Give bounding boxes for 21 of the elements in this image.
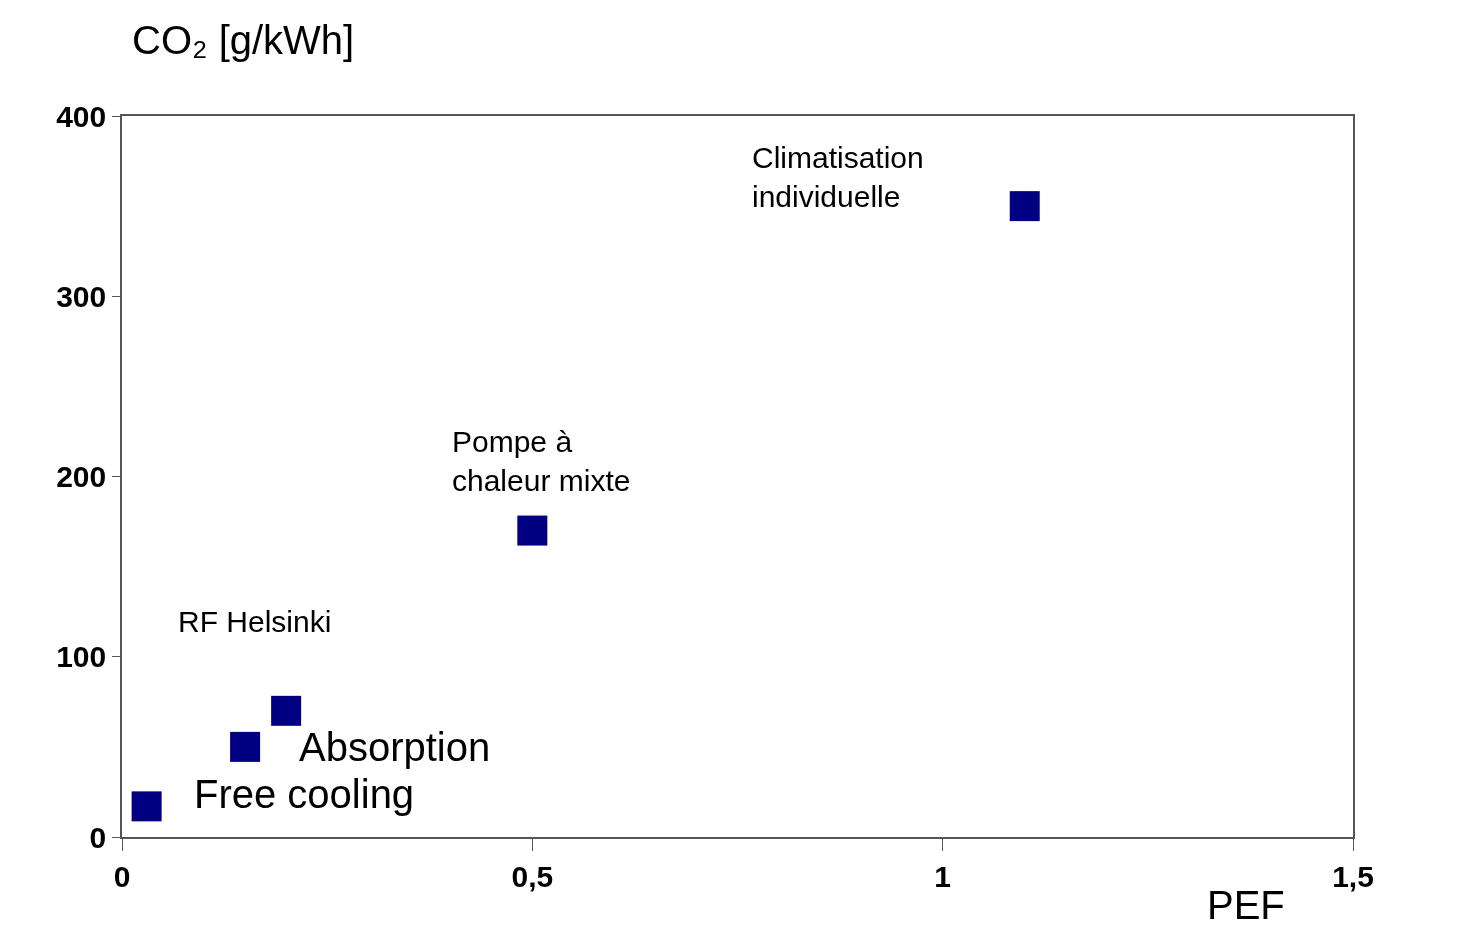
x-tick-label: 1: [934, 859, 952, 893]
point: [1009, 191, 1040, 222]
y-tick-label: 200: [56, 460, 107, 493]
annotation: Absorption: [299, 725, 491, 769]
y-tick-label: 100: [56, 640, 107, 674]
annotation: Climatisation individuelle: [752, 141, 924, 213]
annotation: Free cooling: [194, 772, 415, 816]
point: [230, 731, 261, 762]
x-tick-label: 0: [113, 859, 131, 893]
point: [271, 695, 302, 726]
y-tick-label: 400: [56, 99, 107, 133]
annotation: RF Helsinki: [178, 605, 332, 638]
annotation: Pompe à chaleur mixte: [452, 425, 631, 497]
x-axis-title: PEF: [1207, 883, 1285, 925]
y-axis-title: CO₂ [g/kWh]: [132, 18, 355, 62]
y-tick-label: 300: [56, 279, 107, 313]
x-tick-label: 0,5: [511, 859, 554, 893]
point: [131, 791, 162, 822]
point: [517, 515, 548, 546]
y-tick-label: 0: [89, 820, 107, 854]
x-tick-label: 1,5: [1332, 859, 1374, 893]
